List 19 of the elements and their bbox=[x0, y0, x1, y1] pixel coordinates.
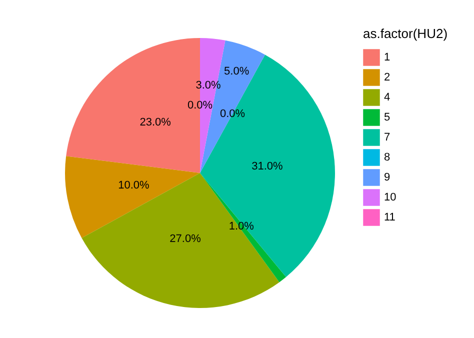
legend-label: 9 bbox=[384, 172, 390, 184]
text: 0.0% bbox=[220, 108, 246, 120]
legend-label: 1 bbox=[384, 52, 390, 64]
legend-label: 11 bbox=[384, 212, 396, 224]
legend-label: 4 bbox=[384, 92, 390, 104]
data-label: 5.0% bbox=[224, 65, 250, 78]
legend-title: as.factor(HU2) bbox=[363, 26, 448, 41]
legend-label: 7 bbox=[384, 132, 390, 144]
data-label: 1.0% bbox=[228, 220, 254, 232]
legend-label: 2 bbox=[384, 72, 390, 84]
data-label: 31.0% bbox=[252, 160, 284, 173]
data-label: 10.0% bbox=[118, 180, 150, 192]
pie-slice bbox=[82, 173, 280, 308]
legend-label: 8 bbox=[384, 152, 390, 164]
legend-label: 10 bbox=[384, 192, 396, 204]
data-label: 23.0% bbox=[140, 116, 172, 128]
data-label: 27.0% bbox=[170, 232, 202, 245]
pie-slice bbox=[200, 173, 286, 282]
legend-label: 5 bbox=[384, 112, 390, 124]
